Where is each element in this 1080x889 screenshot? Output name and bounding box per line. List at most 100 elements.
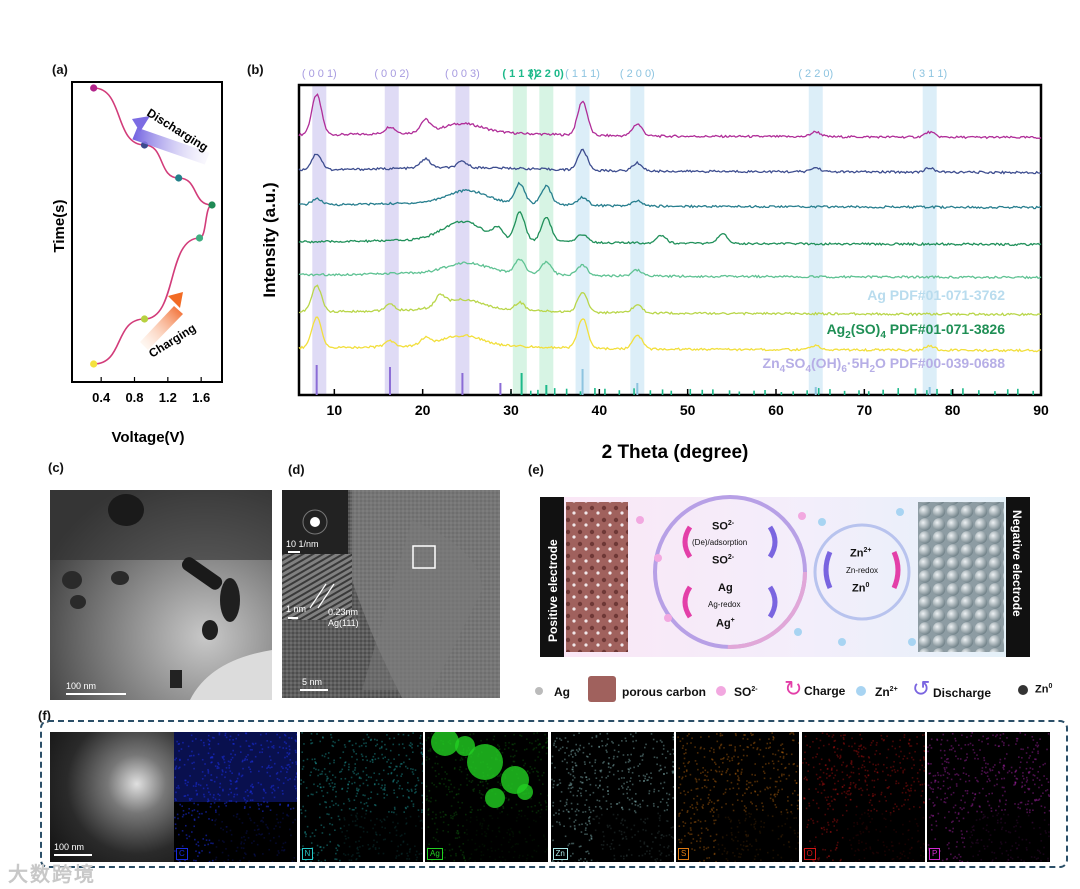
panel-label-c: (c): [48, 460, 64, 475]
ag-label: Ag: [718, 582, 733, 594]
xrd-pattern-line: [298, 93, 1042, 140]
zn0-legend-icon: [1018, 685, 1028, 695]
eds-element-label: P: [929, 848, 941, 860]
carbon-legend-icon: [588, 676, 616, 702]
x-tick-label: 0.4: [92, 390, 111, 405]
xrd-pattern-line: [298, 211, 1042, 247]
zn0-label: Zn0: [852, 582, 870, 595]
peak-hkl-label: ( 2 2 0): [798, 68, 833, 80]
x-tick-label: 30: [503, 402, 519, 418]
adsorption-label: (De)/adsorption: [692, 538, 748, 547]
panel-label-d: (d): [288, 462, 305, 477]
peak-hkl-label: ( 3 1 1): [912, 68, 947, 80]
peak-band: [455, 85, 470, 395]
hrtem-roi-box: [412, 545, 436, 569]
eds-map-s: S: [676, 732, 799, 862]
panel-a-xlabel: Voltage(V): [111, 429, 184, 446]
x-tick-label: 50: [680, 402, 696, 418]
panel-a-frame: [71, 81, 223, 383]
xrd-pattern-line: [298, 284, 1042, 317]
eds-element-label: Ag: [427, 848, 443, 860]
panel-label-e: (e): [528, 462, 544, 477]
ref-label-ag2so4: Ag2(SO)4 PDF#01-071-3826: [827, 321, 1006, 341]
peak-band: [512, 85, 527, 395]
xrd-pattern-line: [298, 258, 1042, 280]
eds-map-o: O: [801, 732, 925, 862]
peak-band: [922, 85, 937, 395]
eds-frame: [40, 720, 1068, 868]
eds-element-label: O: [803, 848, 816, 860]
legend-ag: Ag: [554, 685, 570, 699]
peak-band: [808, 85, 823, 395]
xrd-pattern-line: [298, 148, 1042, 175]
discharge-arrow-icon: ↺: [912, 676, 931, 701]
x-tick-label: 1.6: [192, 390, 210, 405]
plane-text: Ag(111): [328, 618, 359, 628]
ag-ion-label: Ag+: [716, 617, 735, 630]
state-point: [140, 315, 149, 323]
hrtem-image: 10 1/nm 1 nm 0.23nm Ag(111) 5 nm: [282, 490, 500, 698]
so-top-label: SO2-: [712, 520, 735, 533]
xrd-pattern-line: [299, 181, 1042, 210]
positive-electrode-label: Positive electrode: [546, 539, 560, 642]
peak-hkl-label: ( 1 1 1): [565, 68, 600, 80]
xrd-chart: ( 0 0 1)( 0 0 2)( 0 0 3)( 1 1 3)( 2 2 0)…: [260, 68, 1049, 463]
peak-hkl-label: ( 0 0 1): [302, 68, 337, 80]
hrtem-scalebar: [300, 689, 328, 691]
eds-element-label: S: [678, 848, 690, 860]
so-bottom-label: SO2-: [712, 554, 735, 567]
state-point: [90, 360, 98, 368]
legend-so: SO2-: [734, 685, 758, 699]
ref-label-ag: Ag PDF#01-071-3762: [867, 287, 1005, 303]
peak-band: [575, 85, 590, 395]
x-tick-label: 40: [592, 402, 608, 418]
eds-maps: 100 nm C N Ag Zn S O P: [50, 732, 1054, 862]
charge-arrow-icon: ↻: [784, 676, 803, 701]
x-tick-label: 0.8: [125, 390, 143, 405]
peak-hkl-label: ( 2 2 0): [529, 68, 564, 80]
x-tick-label: 10: [327, 402, 343, 418]
d-spacing-text: 0.23nm: [328, 607, 359, 617]
state-point: [90, 84, 98, 92]
eds-map-ag: Ag: [425, 732, 548, 862]
x-tick-label: 80: [945, 402, 961, 418]
x-tick-label: 1.2: [159, 390, 177, 405]
x-tick-label: 60: [768, 402, 784, 418]
eds-element-label: Zn: [552, 848, 568, 860]
state-point: [208, 201, 216, 209]
voltage-time-curve: [93, 87, 213, 365]
peak-hkl-label: ( 0 0 3): [445, 68, 480, 80]
eds-scale-text: 100 nm: [54, 842, 85, 852]
peak-band: [312, 85, 327, 395]
peak-hkl-label: ( 2 0 0): [620, 68, 655, 80]
discharging-arrow: [132, 127, 210, 165]
fft-scale-text: 10 1/nm: [286, 539, 319, 549]
tem-scale-text: 100 nm: [66, 681, 97, 691]
inset-scale-text: 1 nm: [286, 604, 307, 614]
legend-charge: Charge: [804, 684, 846, 698]
peak-band: [630, 85, 645, 395]
eds-element-label: N: [301, 848, 314, 860]
panel-label-f: (f): [38, 708, 51, 723]
watermark: 大数跨境: [8, 864, 96, 886]
ag-redox-label: Ag-redox: [708, 600, 741, 609]
legend-carbon: porous carbon: [622, 685, 707, 699]
x-tick-label: 20: [415, 402, 431, 418]
legend-zn0: Zn0: [1035, 683, 1053, 696]
panel-a-ylabel: Time(s): [51, 199, 68, 252]
discharging-arrowhead: [132, 116, 150, 132]
ag-legend-icon: [535, 687, 543, 695]
schematic-legend: Ag porous carbon SO2- ↻ Charge Zn2+ ↺ Di…: [530, 676, 1070, 706]
eds-element-label: C: [176, 848, 188, 860]
ref-label-zn: Zn4SO4(OH)6·5H2O PDF#00-039-0688: [763, 355, 1006, 375]
peak-hkl-label: ( 0 0 2): [374, 68, 409, 80]
inset-scalebar: [288, 617, 298, 619]
zn-redox-label: Zn-redox: [846, 566, 879, 575]
hrtem-scale-text: 5 nm: [302, 677, 323, 687]
eds-map-zn: Zn: [550, 732, 674, 862]
x-tick-label: 90: [1033, 402, 1049, 418]
tem-image: 100 nm: [50, 490, 272, 700]
fft-scalebar: [288, 551, 300, 553]
state-point: [175, 174, 183, 182]
legend-zn: Zn2+: [875, 685, 898, 699]
